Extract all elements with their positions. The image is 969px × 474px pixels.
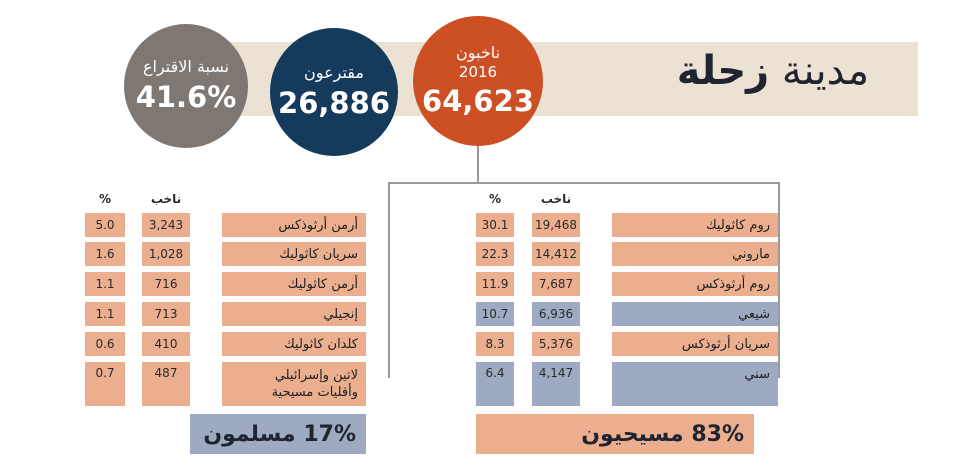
table-row-percent: 6.4 bbox=[476, 362, 514, 406]
voters-year: 2016 bbox=[458, 63, 498, 81]
table-row-percent: 1.1 bbox=[85, 272, 125, 296]
table-row-percent: 8.3 bbox=[476, 332, 514, 356]
table-row-voters: 1,028 bbox=[142, 242, 190, 266]
table-row-label: روم كاثوليك bbox=[612, 213, 778, 237]
table-row-percent: 22.3 bbox=[476, 242, 514, 266]
turnout-label: مقترعون bbox=[304, 63, 364, 82]
table-row-voters: 14,412 bbox=[532, 242, 580, 266]
table-row-percent: 30.1 bbox=[476, 213, 514, 237]
voters-label: ناخبون bbox=[455, 43, 501, 62]
table-row-percent: 11.9 bbox=[476, 272, 514, 296]
voters-value: 64,623 bbox=[422, 84, 534, 118]
table-row-voters: 7,687 bbox=[532, 272, 580, 296]
table-row-voters: 6,936 bbox=[532, 302, 580, 326]
table-row-percent: 1.1 bbox=[85, 302, 125, 326]
table-row-label: سني bbox=[612, 362, 778, 406]
table-row-label: أرمن كاثوليك bbox=[222, 272, 366, 296]
muslims-total: 17% مسلمون bbox=[190, 414, 366, 454]
table-row-label: سريان كاثوليك bbox=[222, 242, 366, 266]
connector-left-drop bbox=[388, 182, 390, 378]
rate-label: نسبة الاقتراع bbox=[142, 57, 230, 76]
table-row-percent: 1.6 bbox=[85, 242, 125, 266]
table-row-label: سريان أرثوذكس bbox=[612, 332, 778, 356]
title-prefix: مدينة bbox=[781, 48, 869, 94]
table-row-label: كلدان كاثوليك bbox=[222, 332, 366, 356]
table-row-percent: 0.6 bbox=[85, 332, 125, 356]
right-header-percent: % bbox=[488, 192, 502, 206]
connector-stem bbox=[477, 146, 479, 183]
table-row-voters: 716 bbox=[142, 272, 190, 296]
christians-total: 83% مسيحيون bbox=[476, 414, 754, 454]
table-row-label: أرمن أرثوذكس bbox=[222, 213, 366, 237]
page-title: مدينة زحلة bbox=[677, 48, 869, 94]
table-row-voters: 4,147 bbox=[532, 362, 580, 406]
table-row-label: شيعي bbox=[612, 302, 778, 326]
table-row-label: لاتين وإسرائيلي وأقليات مسيحية bbox=[222, 362, 366, 406]
table-row-voters: 487 bbox=[142, 362, 190, 406]
table-row-label: روم أرثوذكس bbox=[612, 272, 778, 296]
left-header-percent: % bbox=[98, 192, 112, 206]
turnout-value: 26,886 bbox=[278, 86, 390, 120]
table-row-voters: 410 bbox=[142, 332, 190, 356]
rate-value: 41.6% bbox=[135, 80, 237, 114]
table-row-voters: 3,243 bbox=[142, 213, 190, 237]
connector-horizontal bbox=[388, 182, 780, 184]
rate-circle: نسبة الاقتراع 41.6% bbox=[124, 24, 248, 148]
table-row-label: ماروني bbox=[612, 242, 778, 266]
voters-circle: ناخبون 2016 64,623 bbox=[413, 16, 543, 146]
connector-right-drop bbox=[778, 182, 780, 378]
left-header-voters: ناخب bbox=[150, 192, 182, 206]
table-row-percent: 0.7 bbox=[85, 362, 125, 406]
turnout-circle: مقترعون 26,886 bbox=[270, 28, 398, 156]
table-row-percent: 5.0 bbox=[85, 213, 125, 237]
table-row-voters: 713 bbox=[142, 302, 190, 326]
table-row-voters: 19,468 bbox=[532, 213, 580, 237]
right-header-voters: ناخب bbox=[540, 192, 572, 206]
table-row-label: إنجيلي bbox=[222, 302, 366, 326]
title-city-name: زحلة bbox=[676, 48, 770, 94]
table-row-voters: 5,376 bbox=[532, 332, 580, 356]
table-row-percent: 10.7 bbox=[476, 302, 514, 326]
